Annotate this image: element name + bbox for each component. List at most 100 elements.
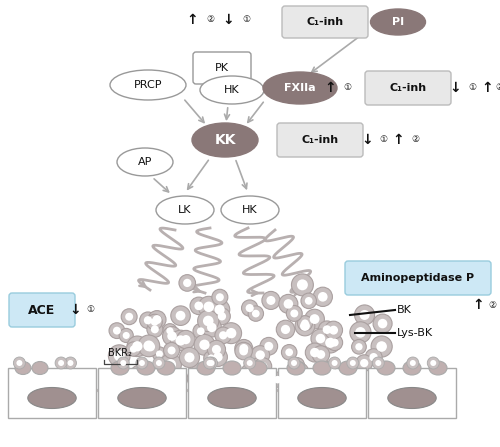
Circle shape xyxy=(270,372,285,387)
Ellipse shape xyxy=(137,361,155,375)
Ellipse shape xyxy=(197,361,215,375)
Circle shape xyxy=(147,321,163,337)
Circle shape xyxy=(372,357,384,369)
Circle shape xyxy=(55,357,67,369)
Circle shape xyxy=(288,357,300,369)
Circle shape xyxy=(168,331,177,341)
Circle shape xyxy=(156,360,162,366)
Circle shape xyxy=(373,314,392,333)
Circle shape xyxy=(208,340,226,358)
Bar xyxy=(188,368,276,418)
Ellipse shape xyxy=(403,361,421,375)
FancyBboxPatch shape xyxy=(193,52,251,84)
Circle shape xyxy=(407,357,419,369)
Circle shape xyxy=(322,361,340,378)
Circle shape xyxy=(288,362,309,384)
Text: ①: ① xyxy=(343,84,351,93)
Circle shape xyxy=(140,312,156,329)
Circle shape xyxy=(262,291,280,309)
Ellipse shape xyxy=(117,148,173,176)
Circle shape xyxy=(200,340,209,350)
Circle shape xyxy=(144,341,154,351)
Ellipse shape xyxy=(388,388,436,409)
Circle shape xyxy=(298,316,312,331)
Circle shape xyxy=(365,349,382,366)
Circle shape xyxy=(290,309,298,317)
Circle shape xyxy=(208,348,228,367)
Circle shape xyxy=(151,325,159,333)
Circle shape xyxy=(371,336,392,357)
Text: PI: PI xyxy=(392,17,404,27)
Circle shape xyxy=(160,354,182,375)
FancyBboxPatch shape xyxy=(277,123,363,157)
Ellipse shape xyxy=(223,361,241,375)
Circle shape xyxy=(216,293,224,301)
Circle shape xyxy=(220,323,242,344)
Circle shape xyxy=(347,357,359,369)
Circle shape xyxy=(284,299,293,309)
Circle shape xyxy=(293,367,304,378)
Circle shape xyxy=(266,296,276,305)
Ellipse shape xyxy=(156,196,214,224)
Circle shape xyxy=(251,346,270,364)
Circle shape xyxy=(226,328,236,338)
Circle shape xyxy=(334,372,342,381)
Circle shape xyxy=(136,357,148,369)
Circle shape xyxy=(204,302,214,312)
Circle shape xyxy=(138,335,160,357)
Text: ↓: ↓ xyxy=(361,133,373,147)
Circle shape xyxy=(350,360,356,366)
Text: ↑: ↑ xyxy=(472,298,484,312)
Text: ①: ① xyxy=(468,84,476,93)
Circle shape xyxy=(246,304,254,312)
Circle shape xyxy=(162,327,182,346)
Circle shape xyxy=(410,360,416,366)
Circle shape xyxy=(258,362,268,371)
Ellipse shape xyxy=(263,72,337,104)
Circle shape xyxy=(328,357,340,369)
Circle shape xyxy=(286,348,293,356)
Circle shape xyxy=(218,312,226,320)
Text: FXIIa: FXIIa xyxy=(284,83,316,93)
Circle shape xyxy=(214,308,230,325)
Ellipse shape xyxy=(192,123,258,157)
Circle shape xyxy=(130,346,137,353)
Bar xyxy=(368,368,456,418)
Circle shape xyxy=(198,296,220,317)
Circle shape xyxy=(127,336,148,357)
Circle shape xyxy=(193,324,208,339)
Circle shape xyxy=(212,289,228,305)
Circle shape xyxy=(304,309,324,329)
Circle shape xyxy=(289,361,306,378)
Circle shape xyxy=(187,368,207,388)
Text: HK: HK xyxy=(242,205,258,215)
FancyBboxPatch shape xyxy=(345,261,491,295)
Circle shape xyxy=(202,318,222,337)
Circle shape xyxy=(197,327,204,335)
Circle shape xyxy=(210,299,230,320)
Circle shape xyxy=(430,360,436,366)
Text: ①: ① xyxy=(242,16,250,25)
Circle shape xyxy=(252,360,272,380)
Text: PRCP: PRCP xyxy=(134,80,162,90)
Circle shape xyxy=(118,357,130,369)
Circle shape xyxy=(313,287,332,307)
Circle shape xyxy=(330,338,338,346)
Circle shape xyxy=(318,292,328,302)
Circle shape xyxy=(354,305,374,325)
Circle shape xyxy=(170,330,191,350)
Circle shape xyxy=(310,348,320,357)
Text: HK: HK xyxy=(224,85,240,95)
Circle shape xyxy=(250,371,260,381)
Circle shape xyxy=(242,300,258,316)
Circle shape xyxy=(132,341,142,351)
Circle shape xyxy=(119,329,134,342)
Text: ↓: ↓ xyxy=(69,303,81,317)
Circle shape xyxy=(260,337,278,355)
Circle shape xyxy=(286,305,302,321)
Circle shape xyxy=(291,360,297,366)
Circle shape xyxy=(281,325,290,334)
Circle shape xyxy=(176,330,195,349)
Circle shape xyxy=(109,323,125,338)
Circle shape xyxy=(139,360,145,366)
